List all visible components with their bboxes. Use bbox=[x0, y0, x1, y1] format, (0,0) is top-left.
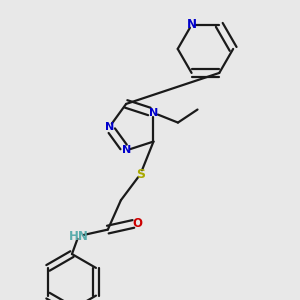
Text: N: N bbox=[122, 146, 131, 155]
Text: N: N bbox=[149, 108, 158, 118]
Text: N: N bbox=[187, 18, 196, 32]
Text: O: O bbox=[132, 217, 142, 230]
Text: S: S bbox=[136, 168, 145, 181]
Text: N: N bbox=[105, 122, 114, 132]
Text: HN: HN bbox=[68, 230, 88, 243]
